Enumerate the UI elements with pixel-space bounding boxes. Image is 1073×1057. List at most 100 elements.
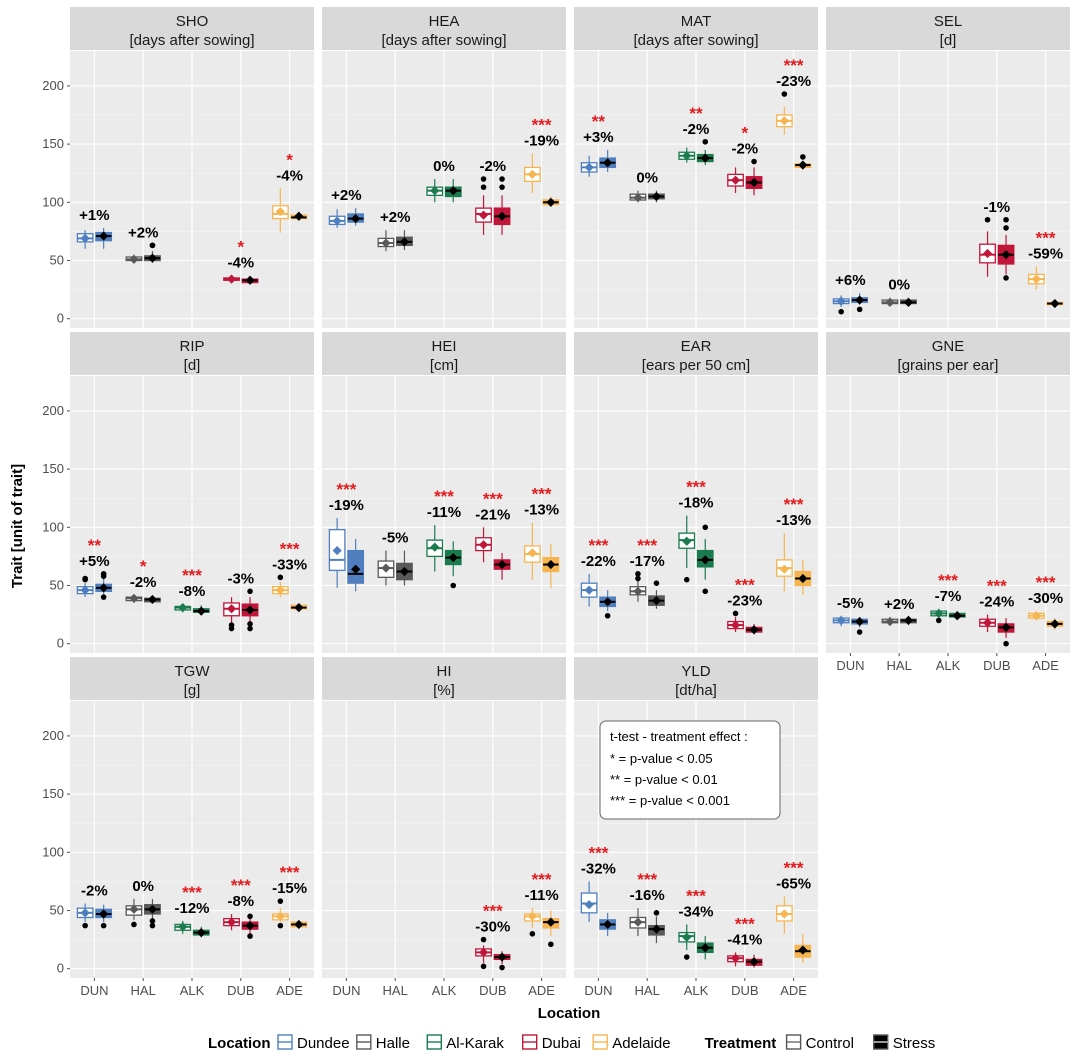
outlier-point [100,571,107,577]
percent-change-label: -30% [1028,590,1063,607]
box-group-dub: -2%* [727,124,763,196]
y-tick-label: 200 [42,728,64,743]
mean-diamond [275,585,285,595]
outlier-point [277,898,284,904]
mean-diamond [798,945,808,955]
outlier-point [984,216,991,223]
note-line-2: ** = p-value < 0.01 [610,772,718,787]
mean-diamond [129,593,139,603]
outlier-point [838,308,844,315]
y-tick-label: 50 [50,577,64,592]
mean-diamond [399,566,410,577]
box-group-dub: -41%*** [727,914,763,968]
box-group-dun: -5% [832,595,869,635]
percent-change-label: -30% [475,919,510,936]
significance-stars: *** [182,566,202,585]
outlier-point [149,918,156,924]
outlier-point [1003,216,1009,223]
percent-change-label: +2% [380,209,410,226]
y-tick-label: 150 [42,461,64,476]
strip-title: EAR [681,338,712,355]
strip-header [70,332,314,375]
mean-diamond [527,548,537,558]
percent-change-label: -24% [979,594,1014,611]
panel-sel: SEL [d] +6% 0% -1% -59%*** [826,7,1070,328]
y-tick-label: 150 [42,136,64,151]
mean-diamond [584,162,594,172]
legend-key-dun: Dundee [277,1034,350,1052]
outlier-point [82,575,88,582]
outlier-point [100,594,107,600]
outlier-point [247,913,253,920]
percent-change-label: -23% [776,73,811,90]
mean-diamond [952,611,962,621]
box-group-ade: -4%* [271,150,308,233]
mean-diamond [129,904,139,914]
outlier-point [247,933,253,939]
significance-stars: *** [938,571,958,590]
mean-diamond [700,153,710,163]
significance-stars: *** [280,539,300,558]
mean-diamond [546,917,556,927]
legend-location-label: Adelaide [612,1035,670,1052]
percent-change-label: -2% [731,141,758,158]
box-group-dub: -21%*** [475,489,511,580]
box-group-hal: -2%* [125,557,161,605]
box-group-ade: -15%*** [271,863,308,930]
mean-diamond [730,953,741,963]
mean-diamond [836,296,846,306]
mean-diamond [430,186,440,196]
outlier-point [149,922,156,929]
mean-diamond [245,921,255,931]
strip-header [574,332,818,375]
x-tick-label: HAL [635,983,660,998]
strip-title: SHO [176,13,209,30]
significance-stars: ** [592,112,606,131]
mean-diamond [448,186,458,196]
strip-header [826,7,1070,50]
outlier-point [800,154,806,160]
mean-diamond [682,151,692,161]
percent-change-label: -23% [727,592,762,609]
box-group-ade: -23%*** [775,56,812,170]
mean-diamond [80,585,90,595]
mean-diamond [700,943,710,953]
outlier-point [149,242,156,249]
outlier-point [450,582,457,589]
outlier-point [480,184,487,190]
significance-stars: *** [784,56,804,75]
box-group-ade: -19%*** [523,115,560,207]
significance-stars: *** [686,478,706,497]
mean-diamond [903,297,914,307]
mean-diamond [730,620,741,630]
mean-diamond [651,191,662,202]
percent-change-label: +2% [128,224,158,241]
mean-diamond [603,158,613,168]
significance-stars: *** [182,883,202,902]
strip-title: GNE [932,338,965,355]
significance-stars: *** [532,115,552,134]
outlier-point [702,524,709,531]
panel-yld: YLD[dt/ha]DUN HAL ALK DUB ADE-32%***-16%***-… [574,657,818,998]
significance-stars: *** [336,480,356,499]
legend-key-hal: Halle [356,1034,410,1052]
x-tick-label: ADE [528,983,555,998]
box-group-alk: -18%*** [678,478,714,595]
legend-key-dub: Dubai [522,1034,581,1052]
mean-diamond [855,616,865,627]
significance-stars: *** [434,487,454,506]
strip-header [826,332,1070,375]
x-tick-label: DUN [80,983,108,998]
box-group-dun: -22%*** [580,536,617,619]
mean-diamond [332,545,342,556]
strip-header [322,657,566,700]
mean-diamond [147,904,158,914]
outlier-point [277,574,284,581]
percent-change-label: -59% [1028,245,1063,262]
outlier-point [635,575,641,582]
box-group-dub: -3% [223,570,259,632]
box-group-dun: +2% [328,187,365,228]
outlier-point [480,176,487,182]
significance-stars: *** [637,870,657,889]
box-group-dub: -8%*** [223,876,259,939]
